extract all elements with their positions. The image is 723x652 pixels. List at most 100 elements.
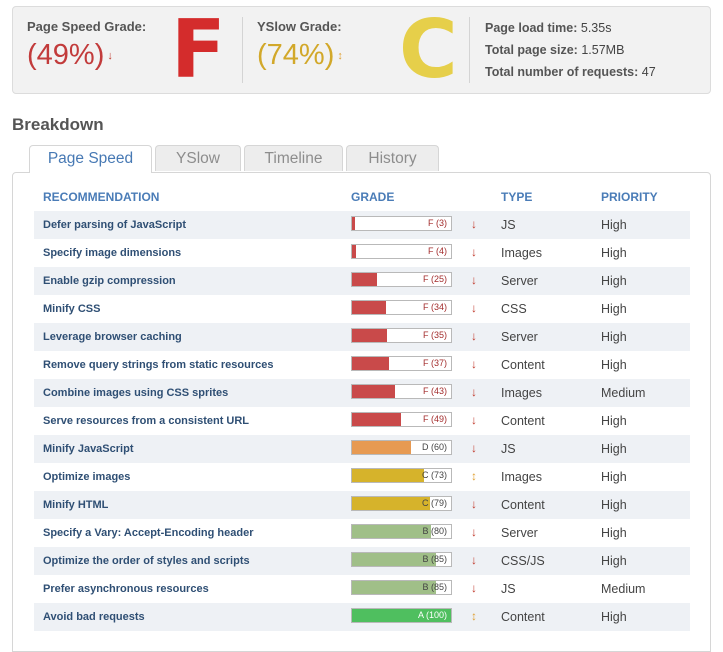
table-row[interactable]: Leverage browser caching F (35) ↓ Server Hig… (34, 323, 690, 351)
grade-value: D (60) (421, 442, 447, 452)
grade-bar-fill (352, 273, 377, 286)
recommendation-link[interactable]: Minify CSS (43, 303, 101, 315)
recommendation-link[interactable]: Leverage browser caching (43, 331, 182, 343)
resource-type: Content (501, 498, 545, 512)
grade-bar: B (80) (351, 524, 452, 539)
arrow-updown-icon: ↕ (337, 50, 343, 63)
recommendation-link[interactable]: Prefer asynchronous resources (43, 583, 209, 595)
grade-bar-fill (352, 217, 355, 230)
grade-value: B (85) (422, 554, 447, 564)
table-row[interactable]: Optimize the order of styles and scripts… (34, 547, 690, 575)
priority-value: High (601, 526, 627, 540)
column-header-type[interactable]: TYPE (501, 190, 533, 204)
grade-bar-fill (352, 357, 389, 370)
arrow-down-icon: ↓ (471, 525, 477, 539)
grade-bar: F (49) (351, 412, 452, 427)
priority-value: High (601, 554, 627, 568)
grade-value: C (73) (421, 470, 447, 480)
recommendation-link[interactable]: Optimize the order of styles and scripts (43, 555, 250, 567)
column-header-grade[interactable]: GRADE (351, 190, 395, 204)
summary-divider (469, 17, 470, 83)
resource-type: Images (501, 386, 542, 400)
priority-value: High (601, 442, 627, 456)
arrow-updown-icon: ↕ (471, 609, 477, 623)
column-header-priority[interactable]: PRIORITY (601, 190, 658, 204)
tab-history[interactable]: History (346, 145, 439, 171)
grade-bar-fill (352, 525, 431, 538)
resource-type: Content (501, 414, 545, 428)
pagespeed-grade-label: Page Speed Grade: (27, 19, 147, 34)
resource-type: JS (501, 582, 516, 596)
pagespeed-grade-percent: (49%) ↓ (27, 39, 113, 71)
grade-bar-fill (352, 385, 395, 398)
recommendation-link[interactable]: Remove query strings from static resourc… (43, 359, 274, 371)
grade-value: F (49) (422, 414, 447, 424)
grade-bar: F (25) (351, 272, 452, 287)
table-row[interactable]: Minify HTML C (79) ↓ Content High (34, 491, 690, 519)
tab-timeline[interactable]: Timeline (244, 145, 343, 171)
table-row[interactable]: Minify CSS F (34) ↓ CSS High (34, 295, 690, 323)
grade-value: F (25) (422, 274, 447, 284)
grade-bar: F (4) (351, 244, 452, 259)
priority-value: High (601, 498, 627, 512)
grade-value: B (85) (422, 582, 447, 592)
table-row[interactable]: Prefer asynchronous resources B (85) ↓ JS Me… (34, 575, 690, 603)
priority-value: High (601, 610, 627, 624)
grade-value: C (79) (421, 498, 447, 508)
priority-value: High (601, 414, 627, 428)
column-header-recommendation[interactable]: RECOMMENDATION (43, 190, 160, 204)
grade-bar: D (60) (351, 440, 452, 455)
priority-value: High (601, 302, 627, 316)
grade-bar: F (43) (351, 384, 452, 399)
recommendation-link[interactable]: Avoid bad requests (43, 611, 145, 623)
grade-value: F (37) (422, 358, 447, 368)
grade-bar: F (35) (351, 328, 452, 343)
table-row[interactable]: Remove query strings from static resourc… (34, 351, 690, 379)
resource-type: Images (501, 470, 542, 484)
grade-bar-fill (352, 441, 411, 454)
arrow-down-icon: ↓ (471, 581, 477, 595)
table-row[interactable]: Avoid bad requests A (100) ↕ Content High (34, 603, 690, 631)
yslow-grade-label: YSlow Grade: (257, 19, 342, 34)
stat-page-size: Total page size: 1.57MB (485, 43, 625, 57)
recommendation-link[interactable]: Specify a Vary: Accept-Encoding header (43, 527, 254, 539)
arrow-down-icon: ↓ (471, 357, 477, 371)
priority-value: High (601, 358, 627, 372)
recommendation-link[interactable]: Minify JavaScript (43, 443, 134, 455)
grade-value: F (35) (422, 330, 447, 340)
arrow-down-icon: ↓ (471, 273, 477, 287)
arrow-down-icon: ↓ (471, 385, 477, 399)
table-row[interactable]: Defer parsing of JavaScript F (3) ↓ JS High (34, 211, 690, 239)
stat-load-time: Page load time: 5.35s (485, 21, 612, 35)
table-row[interactable]: Enable gzip compression F (25) ↓ Server High (34, 267, 690, 295)
tab-yslow[interactable]: YSlow (155, 145, 241, 171)
recommendation-link[interactable]: Enable gzip compression (43, 275, 176, 287)
priority-value: High (601, 274, 627, 288)
tab-page-speed[interactable]: Page Speed (29, 145, 152, 173)
grade-value: B (80) (422, 526, 447, 536)
grade-bar: F (34) (351, 300, 452, 315)
priority-value: High (601, 246, 627, 260)
priority-value: Medium (601, 386, 646, 400)
table-row[interactable]: Serve resources from a consistent URL F (… (34, 407, 690, 435)
recommendation-link[interactable]: Optimize images (43, 471, 131, 483)
table-row[interactable]: Optimize images C (73) ↕ Images High (34, 463, 690, 491)
arrow-updown-icon: ↕ (471, 469, 477, 483)
grade-bar: B (85) (351, 580, 452, 595)
table-row[interactable]: Specify a Vary: Accept-Encoding header B … (34, 519, 690, 547)
table-row[interactable]: Minify JavaScript D (60) ↓ JS High (34, 435, 690, 463)
recommendation-link[interactable]: Defer parsing of JavaScript (43, 219, 187, 231)
recommendation-link[interactable]: Specify image dimensions (43, 247, 182, 259)
grade-bar: A (100) (351, 608, 452, 623)
resource-type: CSS (501, 302, 527, 316)
grade-bar: F (3) (351, 216, 452, 231)
recommendation-link[interactable]: Combine images using CSS sprites (43, 387, 229, 399)
table-row[interactable]: Combine images using CSS sprites F (43) ↓ I… (34, 379, 690, 407)
arrow-down-icon: ↓ (471, 301, 477, 315)
table-row[interactable]: Specify image dimensions F (4) ↓ Images High (34, 239, 690, 267)
grade-value: F (3) (428, 218, 447, 228)
grade-bar-fill (352, 469, 424, 482)
recommendation-link[interactable]: Serve resources from a consistent URL (43, 415, 250, 427)
recommendation-link[interactable]: Minify HTML (43, 499, 109, 511)
grade-bar-fill (352, 609, 451, 622)
